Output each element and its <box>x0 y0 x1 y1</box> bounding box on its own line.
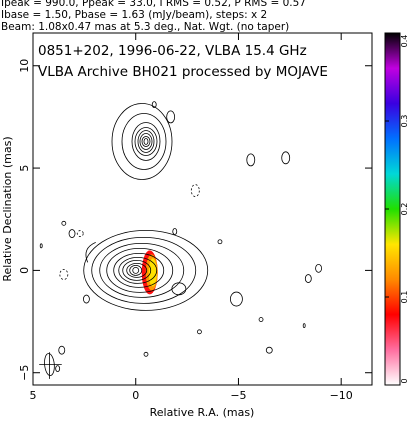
colorbar-tick-label: 0 <box>400 378 409 383</box>
colorbar-tick-label: 0.3 <box>400 115 409 128</box>
isolated-contour <box>171 282 187 296</box>
isolated-contour <box>143 351 149 357</box>
negative-contour <box>59 269 69 280</box>
isolated-contour <box>55 365 61 373</box>
isolated-contour <box>265 346 273 354</box>
isolated-contour <box>197 329 202 335</box>
core-contour <box>126 262 148 278</box>
header-peak-rms: Ipeak = 990.0, Ppeak = 33.0, I RMS = 0.5… <box>1 0 306 9</box>
knot-contour <box>121 113 167 170</box>
core-contour <box>122 259 152 281</box>
x-axis-label: Relative R.A. (mas) <box>150 406 255 419</box>
y-tick-label: 0 <box>18 267 31 274</box>
y-axis-label: Relative Declination (mas) <box>1 136 14 281</box>
x-tick-label: 5 <box>30 389 37 402</box>
core-outer-contour <box>85 242 96 263</box>
pol-patch-yellow <box>148 258 157 287</box>
isolated-contour <box>39 243 43 249</box>
isolated-contour <box>61 220 67 226</box>
beam-ellipse <box>44 353 55 376</box>
core-contour <box>106 247 174 293</box>
knot-contour <box>111 103 173 180</box>
axes-layer: 5 0 −5 −10 −5 0 5 10 <box>18 33 372 402</box>
core-contour <box>113 252 165 288</box>
core-contour <box>99 242 185 298</box>
contour-layer <box>39 101 322 379</box>
y-tick-label: −5 <box>18 365 31 381</box>
core-contour <box>83 229 209 311</box>
colorbar-tick-label: 0.2 <box>400 203 409 216</box>
isolated-contour <box>246 153 256 167</box>
plot-title-line1: 0851+202, 1996-06-22, VLBA 15.4 GHz <box>38 43 307 59</box>
core-contour <box>132 266 140 274</box>
knot-contour <box>139 133 153 150</box>
isolated-contour <box>151 101 157 109</box>
plot-title-line2: VLBA Archive BH021 processed by MOJAVE <box>38 64 328 80</box>
isolated-contour <box>302 323 306 329</box>
isolated-contour <box>58 345 66 355</box>
negative-contour <box>76 230 84 237</box>
isolated-contour <box>68 229 76 238</box>
isolated-contour <box>83 294 90 304</box>
isolated-contour <box>304 274 312 283</box>
knot-contour <box>137 130 155 153</box>
x-tick-label: 0 <box>132 389 139 402</box>
y-tick-label: 10 <box>18 59 31 73</box>
isolated-contour <box>166 110 176 124</box>
core-contour <box>118 256 158 284</box>
knot-contour <box>131 122 161 161</box>
header-beam: Beam: 1.08x0.47 mas at 5.3 deg., Nat. Wg… <box>1 21 290 33</box>
core-contour <box>129 264 143 276</box>
colorbar-tick-label: 0.4 <box>400 35 409 48</box>
knot-contour <box>134 127 158 156</box>
knot-contour <box>143 138 149 145</box>
isolated-contour <box>217 239 223 245</box>
core-contour <box>91 236 197 304</box>
x-tick-label: −5 <box>230 389 246 402</box>
header-base-steps: Ibase = 1.50, Pbase = 1.63 (mJy/beam), s… <box>1 9 268 21</box>
negative-contour <box>190 184 200 197</box>
plot-frame <box>32 32 373 386</box>
isolated-contour <box>229 291 243 307</box>
isolated-contour <box>258 317 264 322</box>
colorbar-ticks: 0 0.1 0.2 0.3 0.4 <box>385 32 409 386</box>
isolated-contour <box>172 228 178 235</box>
isolated-contour <box>281 151 291 165</box>
knot-contour <box>141 136 151 147</box>
x-tick-label: −10 <box>330 389 353 402</box>
colorbar-tick-label: 0.1 <box>400 291 409 304</box>
isolated-contour <box>315 263 322 273</box>
y-tick-label: 5 <box>18 165 31 172</box>
